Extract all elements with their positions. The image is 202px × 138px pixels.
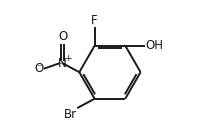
Text: Br: Br [64, 108, 77, 121]
Text: +: + [64, 54, 71, 63]
Text: N: N [58, 57, 67, 70]
Text: O: O [35, 62, 44, 75]
Text: O: O [58, 30, 67, 43]
Text: F: F [91, 14, 98, 27]
Text: OH: OH [145, 39, 163, 52]
Text: ⁻: ⁻ [37, 63, 42, 73]
